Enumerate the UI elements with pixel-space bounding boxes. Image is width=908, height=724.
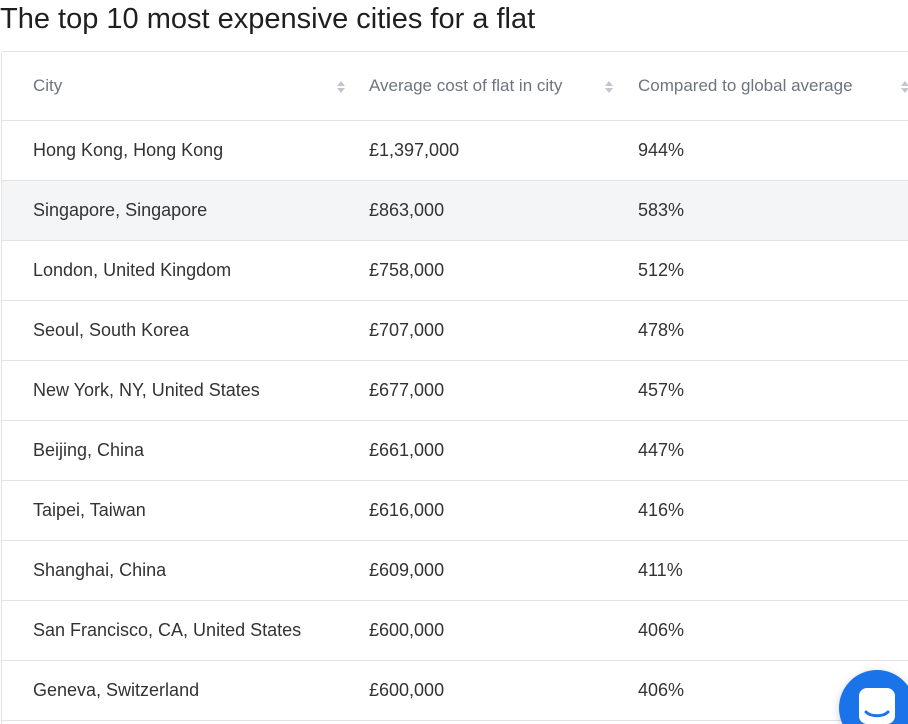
compared-global-cell: 447% [638,440,685,460]
average-cost-cell: £661,000 [369,440,445,460]
average-cost-cell: £758,000 [369,260,445,280]
compared-global-cell: 411% [638,560,683,580]
city-cell: Shanghai, China [33,560,167,580]
table-row: Seoul, South Korea £707,000 478% [2,301,908,361]
table-row: Singapore, Singapore £863,000 583% [2,181,908,241]
compared-global-cell: 583% [638,200,685,220]
chat-button[interactable] [839,670,908,724]
sort-icon[interactable] [901,81,908,93]
table-row: Beijing, China £661,000 447% [2,421,908,481]
compared-global-cell: 512% [638,260,685,280]
page-title: The top 10 most expensive cities for a f… [0,3,536,35]
sort-icon[interactable] [605,81,613,93]
compared-global-cell: 406% [638,680,685,700]
table-header-row: City Average cost of flat in city Compar… [2,52,908,121]
city-cell: Hong Kong, Hong Kong [33,140,224,160]
average-cost-cell: £863,000 [369,200,445,220]
average-cost-cell: £616,000 [369,500,445,520]
average-cost-cell: £707,000 [369,320,445,340]
column-header-city[interactable]: City [33,76,63,95]
column-header-average-cost[interactable]: Average cost of flat in city [369,76,563,95]
table-row: London, United Kingdom £758,000 512% [2,241,908,301]
sort-icon[interactable] [337,81,345,93]
table-row: Hong Kong, Hong Kong £1,397,000 944% [2,121,908,181]
table-row: San Francisco, CA, United States £600,00… [2,601,908,661]
compared-global-cell: 457% [638,380,685,400]
table-row: Taipei, Taiwan £616,000 416% [2,481,908,541]
average-cost-cell: £600,000 [369,620,445,640]
column-header-compared-global[interactable]: Compared to global average [638,76,853,95]
table-row: Shanghai, China £609,000 411% [2,541,908,601]
city-cell: New York, NY, United States [33,380,260,400]
compared-global-cell: 406% [638,620,685,640]
chat-icon [859,688,895,724]
table-row: New York, NY, United States £677,000 457… [2,361,908,421]
average-cost-cell: £600,000 [369,680,445,700]
average-cost-cell: £609,000 [369,560,445,580]
compared-global-cell: 416% [638,500,685,520]
city-cell: Taipei, Taiwan [33,500,146,520]
compared-global-cell: 944% [638,140,685,160]
city-cell: London, United Kingdom [33,260,232,280]
city-cell: Beijing, China [33,440,145,460]
city-cell: Geneva, Switzerland [33,680,200,700]
city-cell: Singapore, Singapore [33,200,208,220]
compared-global-cell: 478% [638,320,685,340]
city-cell: San Francisco, CA, United States [33,620,302,640]
cities-table: City Average cost of flat in city Compar… [1,51,908,724]
average-cost-cell: £677,000 [369,380,445,400]
city-cell: Seoul, South Korea [33,320,190,340]
average-cost-cell: £1,397,000 [369,140,460,160]
table-row: Geneva, Switzerland £600,000 406% [2,661,908,721]
